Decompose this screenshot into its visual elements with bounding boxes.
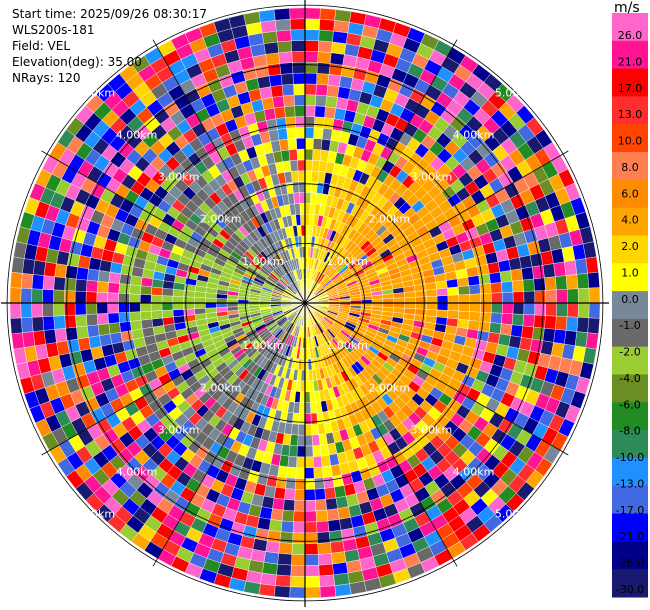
colorbar-tick-label: 1.0 xyxy=(621,266,639,279)
colorbar-tick-label: 17.0 xyxy=(618,82,643,95)
colorbar-tick-label: 8.0 xyxy=(621,161,639,174)
colorbar-tick-label: 10.0 xyxy=(618,135,643,148)
colorbar-tick-label: -6.0 xyxy=(619,398,640,411)
colorbar-tick-label: 21.0 xyxy=(618,55,643,68)
colorbar-tick-label: -21.0 xyxy=(616,530,644,543)
colorbar-tick-label: -8.0 xyxy=(619,425,640,438)
colorbar-tick-label: -10.0 xyxy=(616,451,644,464)
colorbar-tick-label: -30.0 xyxy=(616,583,644,596)
colorbar-tick-label: -1.0 xyxy=(619,319,640,332)
colorbar-tick-label: 0.0 xyxy=(621,293,639,306)
colorbar-tick-label: -13.0 xyxy=(616,478,644,491)
colorbar-tick-label: -26.0 xyxy=(616,557,644,570)
colorbar-tick-label: -17.0 xyxy=(616,504,644,517)
colorbar-tick-label: -2.0 xyxy=(619,346,640,359)
colorbar-tick-label: -4.0 xyxy=(619,372,640,385)
colorbar-tick-label: 26.0 xyxy=(618,29,643,42)
colorbar-tick-label: 4.0 xyxy=(621,214,639,227)
colorbar-tick-label: 13.0 xyxy=(618,108,643,121)
colorbar-tick-label: 2.0 xyxy=(621,240,639,253)
velocity-gates xyxy=(9,7,601,599)
colorbar-unit: m/s xyxy=(614,0,640,16)
colorbar-tick-label: 6.0 xyxy=(621,187,639,200)
